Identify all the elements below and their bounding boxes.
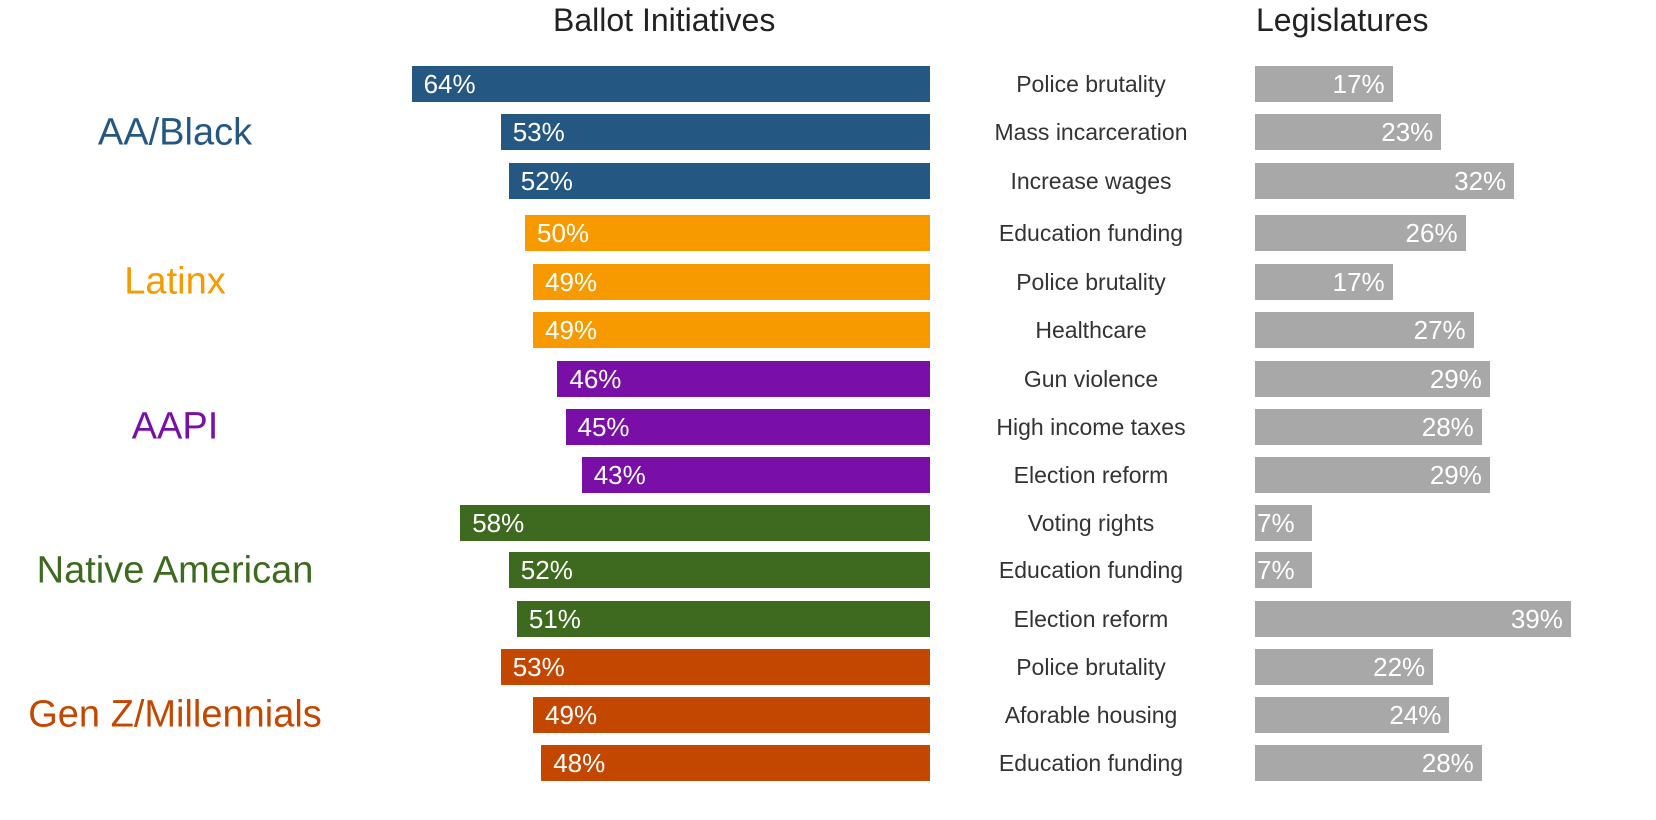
legislature-bar — [1255, 601, 1571, 637]
ballot-value-label: 53% — [512, 652, 565, 682]
group-label: Native American — [36, 549, 314, 592]
issue-label: Police brutality — [1016, 654, 1166, 680]
legislature-bar — [1255, 745, 1482, 781]
group-label: Gen Z/Millennials — [28, 693, 322, 736]
legislatures-title: Legislatures — [1256, 2, 1429, 38]
ballot-value-label: 52% — [520, 166, 573, 196]
ballot-bar — [581, 457, 930, 493]
ballot-bar — [565, 409, 930, 445]
legislature-bar — [1255, 163, 1515, 199]
ballot-bar — [533, 697, 930, 733]
ballot-value-label: 53% — [512, 117, 565, 147]
legislature-value-label: 23% — [1381, 117, 1434, 147]
legislature-bar — [1255, 505, 1312, 541]
group-label: AAPI — [131, 405, 219, 448]
legislature-bar — [1255, 457, 1490, 493]
ballot-value-label: 51% — [528, 604, 581, 634]
legislature-bar — [1255, 114, 1442, 150]
ballot-bar — [411, 66, 930, 102]
legislature-bar — [1255, 66, 1393, 102]
legislature-value-label: 22% — [1373, 652, 1426, 682]
legislature-bar — [1255, 215, 1466, 251]
ballot-bar — [508, 552, 930, 588]
legislature-value-label: 17% — [1332, 267, 1385, 297]
ballot-bar — [533, 312, 930, 348]
issue-label: Police brutality — [1016, 269, 1166, 295]
ballot-value-label: 46% — [569, 364, 622, 394]
ballot-bar — [508, 163, 930, 199]
ballot-value-label: 45% — [577, 412, 630, 442]
legislature-bar — [1255, 552, 1312, 588]
ballot-bar — [516, 601, 930, 637]
legislature-bar — [1255, 312, 1474, 348]
ballot-value-label: 43% — [593, 460, 646, 490]
issue-label: Education funding — [998, 220, 1184, 246]
ballot-value-label: 49% — [545, 700, 598, 730]
ballot-value-label: 58% — [472, 508, 525, 538]
issue-label: Mass incarceration — [994, 119, 1188, 145]
issue-label: Aforable housing — [1004, 702, 1178, 728]
ballot-bar — [525, 215, 930, 251]
ballot-bar — [500, 114, 930, 150]
legislature-value-label: 26% — [1405, 218, 1458, 248]
legislature-value-label: 28% — [1421, 412, 1474, 442]
ballot-initiatives-title: Ballot Initiatives — [553, 2, 776, 38]
issue-label: Increase wages — [1010, 168, 1172, 194]
legislature-value-label: 7% — [1257, 555, 1295, 585]
issue-label: Election reform — [1013, 606, 1169, 632]
ballot-bar — [533, 264, 930, 300]
ballot-bar — [460, 505, 930, 541]
ballot-value-label: 49% — [545, 267, 598, 297]
legislature-value-label: 32% — [1454, 166, 1507, 196]
issue-label: Voting rights — [1027, 510, 1155, 536]
ballot-value-label: 52% — [520, 555, 573, 585]
ballot-bar — [500, 649, 930, 685]
ballot-bar — [557, 361, 930, 397]
group-label: AA/Black — [97, 111, 253, 153]
legislature-value-label: 29% — [1429, 364, 1482, 394]
issue-label: Education funding — [998, 750, 1184, 776]
legislature-value-label: 24% — [1389, 700, 1442, 730]
ballot-value-label: 50% — [537, 218, 590, 248]
issue-label: Healthcare — [1035, 317, 1147, 343]
legislature-bar — [1255, 697, 1450, 733]
ballot-value-label: 64% — [423, 69, 476, 99]
legislature-value-label: 28% — [1421, 748, 1474, 778]
legislature-value-label: 39% — [1510, 604, 1563, 634]
group-label: Latinx — [124, 260, 226, 302]
legislature-value-label: 27% — [1413, 315, 1466, 345]
ballot-value-label: 49% — [545, 315, 598, 345]
issue-label: High income taxes — [996, 414, 1186, 440]
legislature-value-label: 7% — [1257, 508, 1295, 538]
legislature-bar — [1255, 409, 1482, 445]
ballot-value-label: 48% — [553, 748, 606, 778]
legislature-bar — [1255, 361, 1490, 397]
legislature-bar — [1255, 264, 1393, 300]
legislature-value-label: 17% — [1332, 69, 1385, 99]
issue-label: Police brutality — [1016, 71, 1166, 97]
ballot-bar — [541, 745, 930, 781]
issue-label: Election reform — [1013, 462, 1169, 488]
legislature-value-label: 29% — [1429, 460, 1482, 490]
legislature-bar — [1255, 649, 1434, 685]
issue-label: Education funding — [998, 557, 1184, 583]
issue-label: Gun violence — [1023, 366, 1159, 392]
